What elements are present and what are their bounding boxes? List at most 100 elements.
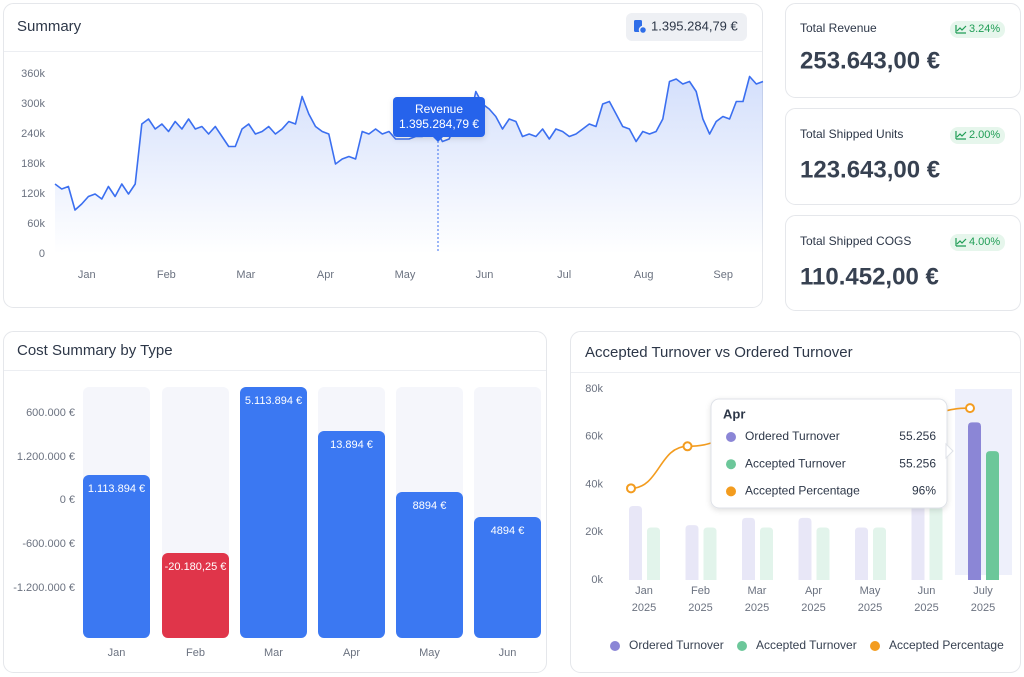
x-tick-label: Jun	[499, 647, 517, 659]
legend-label: Ordered Turnover	[629, 638, 724, 652]
line-marker	[626, 483, 636, 494]
tooltip-title: Apr	[723, 406, 745, 421]
tooltip	[393, 97, 485, 137]
y-axis-label: -1.200.000 €	[13, 582, 75, 594]
trend-icon	[955, 25, 967, 34]
bar-label: 8894 €	[413, 500, 447, 512]
tooltip-name: Accepted Percentage	[745, 484, 860, 498]
trend-icon	[955, 238, 967, 247]
tooltip-name: Ordered Turnover	[745, 429, 840, 443]
x-tick-label: Jan	[108, 647, 126, 659]
x-tick-label: Feb	[691, 585, 710, 597]
trend-icon	[955, 131, 967, 140]
bar	[162, 553, 229, 638]
kpi-value: 123.643,00 €	[800, 156, 940, 183]
x-tick-label: Jul	[557, 269, 571, 281]
y-tick-label: 0	[39, 248, 45, 260]
y-tick-label: 40k	[585, 478, 603, 490]
kpi-value: 110.452,00 €	[800, 263, 939, 290]
tooltip-dot	[726, 486, 736, 497]
bar	[685, 525, 699, 580]
tooltip-arrow	[433, 137, 443, 142]
x-tick-label: Mar	[236, 269, 255, 281]
bar	[318, 431, 385, 638]
tooltip-value: 55.256	[899, 429, 936, 443]
kpi-label: Total Shipped COGS	[800, 234, 911, 248]
bar	[911, 501, 925, 580]
tooltip-value: 96%	[912, 484, 936, 498]
tooltip-value: 55.256	[899, 456, 936, 470]
kpi-change-badge	[950, 234, 1005, 251]
badge-icon	[634, 20, 648, 35]
total-badge[interactable]	[626, 13, 747, 41]
y-tick-label: 360k	[21, 68, 45, 80]
y-tick-label: 0k	[591, 574, 603, 586]
y-axis-label: 600.000 €	[26, 407, 75, 419]
kpi-value: 253.643,00 €	[800, 47, 940, 74]
bar	[629, 505, 642, 580]
y-tick-label: 300k	[21, 98, 45, 110]
x-tick-label: Jun	[918, 585, 936, 597]
bar	[798, 517, 812, 580]
area	[55, 76, 763, 254]
x-tick-label: Jun	[476, 269, 494, 281]
x-tick-label: Apr	[317, 269, 334, 281]
tooltip-name: Accepted Turnover	[745, 456, 846, 470]
y-axis-label: -600.000 €	[22, 538, 75, 550]
x-tick-year: 2025	[632, 602, 656, 614]
total-badge-text: 1.395.284,79 €	[651, 18, 739, 33]
x-tick-label: Apr	[805, 585, 822, 597]
x-tick-label: Jan	[635, 585, 653, 597]
x-tick-year: 2025	[858, 602, 882, 614]
kpi-label: Total Revenue	[800, 21, 877, 35]
bar-label: 4894 €	[491, 525, 525, 537]
panel-title: Cost Summary by Type	[17, 342, 173, 359]
bar	[816, 527, 830, 580]
y-tick-label: 240k	[21, 128, 45, 140]
kpi-change-badge	[950, 127, 1005, 144]
bar-label: 1.113.894 €	[88, 483, 145, 495]
y-axis-label: 0 €	[60, 494, 75, 506]
kpi-label: Total Shipped Units	[800, 127, 903, 141]
x-tick-label: Mar	[264, 647, 283, 659]
legend-dot	[737, 641, 747, 651]
bar	[647, 527, 660, 580]
y-tick-label: 180k	[21, 158, 45, 170]
line-marker	[682, 441, 693, 452]
y-tick-label: 120k	[21, 188, 45, 200]
tooltip-dot	[726, 459, 736, 470]
y-axis-label: 1.200.000 €	[17, 451, 75, 463]
y-tick-label: 80k	[585, 383, 603, 395]
x-tick-year: 2025	[745, 602, 769, 614]
line	[54, 75, 764, 211]
y-tick-label: 60k	[27, 218, 45, 230]
x-tick-label: Aug	[634, 269, 654, 281]
x-tick-label: May	[395, 269, 416, 281]
y-tick-label: 60k	[585, 431, 603, 443]
legend-label: Accepted Turnover	[756, 638, 857, 652]
highlight-column	[955, 389, 1012, 575]
bar	[240, 387, 307, 638]
x-tick-label: Feb	[157, 269, 176, 281]
legend-label: Accepted Percentage	[889, 638, 1004, 652]
x-tick-year: 2025	[688, 602, 712, 614]
tooltip-dot	[726, 432, 736, 442]
bar	[986, 451, 999, 580]
line-marker	[965, 403, 975, 414]
panel-title: Summary	[17, 18, 82, 35]
bar	[929, 505, 943, 580]
x-tick-label: May	[860, 585, 881, 597]
bar	[855, 527, 868, 580]
panel-title: Accepted Turnover vs Ordered Turnover	[585, 344, 853, 361]
x-tick-label: July	[973, 585, 993, 597]
bar	[742, 517, 755, 580]
bar	[968, 422, 981, 580]
kpi-change-badge	[950, 21, 1005, 38]
x-tick-label: Mar	[748, 585, 767, 597]
x-tick-label: Sep	[713, 269, 733, 281]
kpi-change: 2.00%	[969, 129, 1000, 141]
x-tick-year: 2025	[801, 602, 825, 614]
tooltip-title: Revenue	[415, 102, 463, 116]
bar	[873, 527, 886, 580]
